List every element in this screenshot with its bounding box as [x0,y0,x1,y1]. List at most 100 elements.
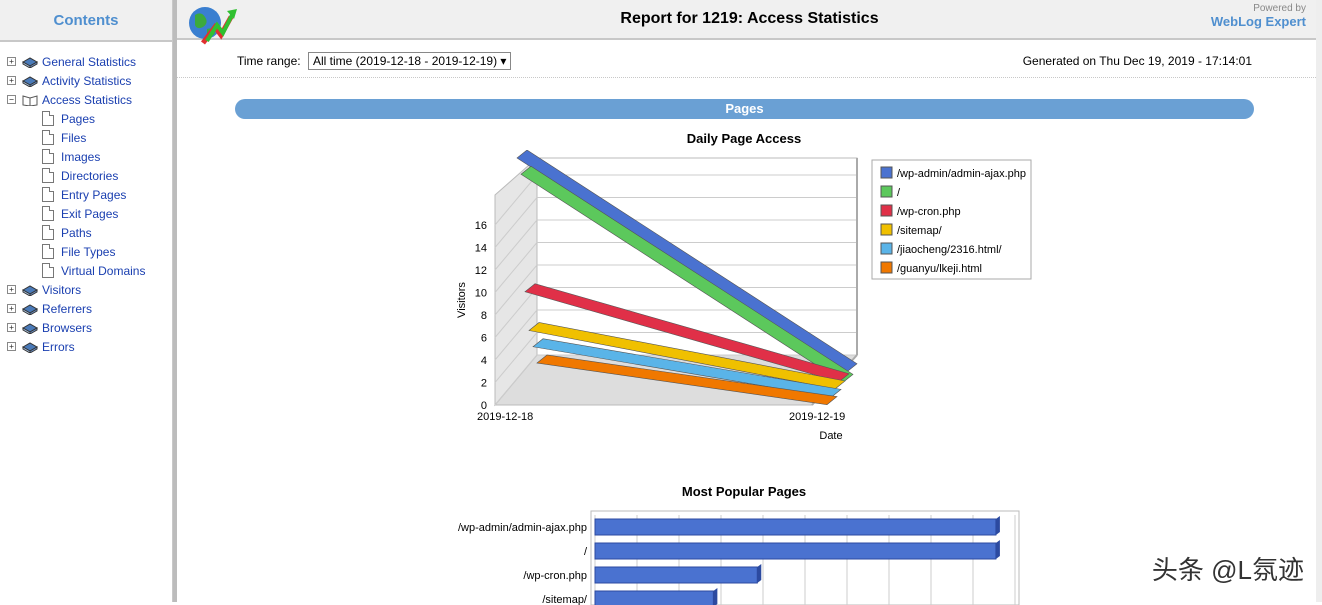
sidebar-item-label: Pages [61,111,96,126]
expand-icon[interactable]: + [7,342,16,351]
sidebar-item[interactable]: + General Statistics [0,52,172,71]
open-book-icon [22,94,38,106]
book-icon [22,75,38,87]
collapse-icon[interactable]: − [7,95,16,104]
book-icon [22,56,38,68]
page-icon [42,130,54,145]
legend-swatch [880,261,893,274]
bar-category-label: /wp-cron.php [523,570,587,582]
sidebar-item[interactable]: Paths [0,223,172,242]
weblog-globe-logo-icon [189,7,237,45]
chart-title-popular: Most Popular Pages [681,484,807,499]
legend-swatch [880,223,893,236]
powered-by-text: Powered by [1253,3,1306,14]
sidebar-item[interactable]: + Browsers [0,318,172,337]
expand-icon[interactable]: + [7,76,16,85]
popular-page-bar [594,518,997,536]
sidebar-item-label: File Types [61,244,116,259]
legend-swatch [880,185,893,198]
legend-swatch [880,204,893,217]
time-range-select[interactable]: All time (2019-12-18 - 2019-12-19) ▾ [308,52,512,70]
divider [177,77,1322,78]
sidebar-item[interactable]: Directories [0,166,172,185]
bar-side [995,516,1000,535]
expand-icon[interactable]: + [7,285,16,294]
bar-side [713,588,718,605]
legend-entry: /guanyu/lkeji.html [897,263,982,275]
report-header: Report for 1219: Access Statistics Power… [177,0,1322,45]
gridline [494,332,538,383]
sidebar-item-label: Paths [61,225,92,240]
brand-link[interactable]: WebLog Expert [1210,14,1306,29]
gridline [494,174,538,226]
legend-box [871,159,1032,280]
expand-icon[interactable]: + [7,323,16,332]
section-header-pages: Pages [235,99,1254,119]
legend-swatch [880,242,893,255]
page-icon [42,206,54,221]
contents-tree: + General Statistics + Activity Statistics −… [0,42,172,356]
sidebar-item-label: Images [61,149,101,164]
y-tick-label: 12 [475,265,487,277]
y-tick-label: 8 [481,310,487,322]
sidebar-item[interactable]: Exit Pages [0,204,172,223]
legend-swatch [880,166,893,179]
sidebar-item[interactable]: + Referrers [0,299,172,318]
powered-by[interactable]: Powered by WebLog Expert [1211,3,1306,29]
page-icon [42,225,54,240]
book-icon [22,303,38,315]
series-ribbon [524,283,850,383]
report-pane: Report for 1219: Access Statistics Power… [177,0,1322,605]
gridline [494,264,538,316]
gridline [494,309,538,361]
gridline [494,242,538,293]
contents-header: Contents [0,0,172,42]
sidebar-item[interactable]: Files [0,128,172,147]
gridline [494,219,538,271]
sidebar-item[interactable]: Virtual Domains [0,261,172,280]
sidebar-item[interactable]: Images [0,147,172,166]
sidebar-item-label: Activity Statistics [42,73,132,88]
sidebar-item[interactable]: + Activity Statistics [0,71,172,90]
sidebar-item[interactable]: Pages [0,109,172,128]
popular-page-bar [594,542,997,560]
most-popular-pages-chart: /wp-admin/admin-ajax.php / /wp-cron.php/si… [458,510,1020,605]
legend-entry: /sitemap/ [897,225,943,237]
y-tick-label: 2 [481,378,487,390]
expand-icon[interactable]: + [7,57,16,66]
y-axis-label: Visitors [456,282,468,318]
chart-title-daily: Daily Page Access [686,131,802,146]
page-icon [42,111,54,126]
page-icon [42,149,54,164]
sidebar-item[interactable]: − Access Statistics [0,90,172,109]
expand-icon[interactable]: + [7,304,16,313]
sidebar: Contents + General Statistics + Activity St… [0,0,173,602]
sidebar-item-label: Visitors [42,282,82,297]
sidebar-item[interactable]: + Errors [0,337,172,356]
page-icon [42,168,54,183]
pane-splitter[interactable] [173,0,177,602]
popular-page-bar [594,566,758,584]
sidebar-item-label: Entry Pages [61,187,127,202]
page-icon [42,263,54,278]
y-tick-label: 6 [481,333,487,345]
sidebar-item[interactable]: Entry Pages [0,185,172,204]
y-tick-label: 16 [475,220,487,232]
popular-page-bar [594,590,714,605]
x-tick-label: 2019-12-19 [789,411,845,423]
legend-entry: /jiaocheng/2316.html/ [897,244,1003,256]
page-icon [42,244,54,259]
vertical-scrollbar[interactable] [1316,0,1322,602]
sidebar-item-label: Referrers [42,301,93,316]
x-axis-label: Date [819,430,842,442]
bar-category-label: /sitemap/ [542,594,588,605]
sidebar-item[interactable]: + Visitors [0,280,172,299]
gridline [494,287,538,338]
legend-entry: /wp-cron.php [897,206,961,218]
bar-side [995,540,1000,559]
sidebar-item[interactable]: File Types [0,242,172,261]
book-icon [22,341,38,353]
page-icon [42,187,54,202]
sidebar-item-label: Access Statistics [42,92,133,107]
sidebar-item-label: Virtual Domains [61,263,146,278]
